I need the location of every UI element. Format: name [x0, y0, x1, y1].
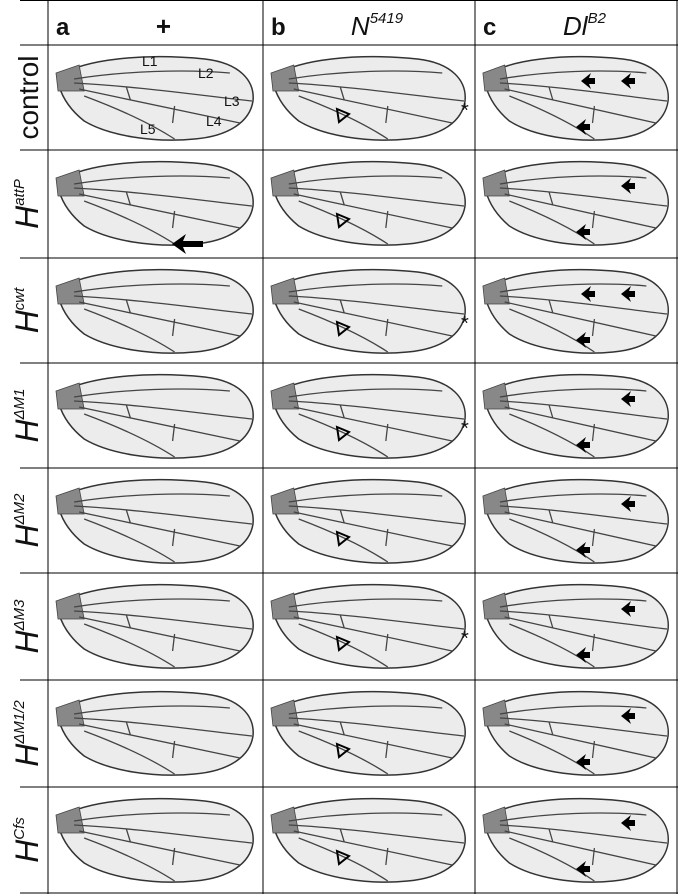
arrow [621, 178, 635, 194]
row-genotype: H [9, 630, 45, 654]
arrow [621, 815, 635, 831]
row-superscript: attP [11, 179, 28, 206]
row-genotype: H [9, 205, 45, 229]
row-label: HΔM1 [9, 388, 45, 442]
asterisk: * [461, 100, 469, 122]
triangle-marker [335, 425, 351, 442]
vein-label: L5 [140, 121, 156, 137]
vein-label: L4 [206, 113, 222, 129]
triangle-marker [335, 320, 351, 337]
arrow [576, 437, 590, 453]
row-label: Hcwt [9, 287, 45, 333]
vein-label: L3 [224, 93, 240, 109]
arrow [581, 286, 595, 302]
row-label: HattP [9, 179, 45, 229]
arrow [576, 861, 590, 877]
row-genotype: H [9, 419, 45, 443]
column-genotype: DlB2 [563, 10, 607, 41]
triangle-marker [335, 530, 351, 547]
genotype-name: Dl [563, 11, 589, 41]
row-genotype: H [9, 743, 45, 767]
arrow [621, 391, 635, 407]
panels: a + b N5419 c DlB2controlHattPHcwtHΔM1HΔM2HΔM… [9, 10, 670, 883]
row-genotype: H [9, 309, 45, 333]
triangle-marker [335, 635, 351, 652]
grid-lines [20, 0, 678, 894]
row-superscript: cwt [11, 287, 28, 310]
asterisk: * [461, 313, 469, 335]
arrow [621, 286, 635, 302]
row-superscript: ΔM2 [11, 493, 28, 526]
panel-letter: c [483, 14, 496, 41]
genotype-name: + [156, 11, 171, 41]
row-genotype: H [9, 839, 45, 863]
asterisk: * [461, 418, 469, 440]
vein-label: L2 [198, 65, 214, 81]
row-label: HΔM3 [9, 599, 45, 654]
column-genotype: + [156, 11, 171, 41]
panel-letter: a [56, 14, 70, 41]
genotype-superscript: B2 [588, 10, 607, 27]
row-label: HΔM2 [9, 493, 45, 548]
asterisk: * [461, 628, 469, 650]
arrow [621, 708, 635, 724]
row-label: HCfs [9, 817, 45, 863]
genotype-superscript: 5419 [370, 10, 404, 27]
arrow [576, 332, 590, 348]
row-superscript: ΔM1/2 [11, 700, 28, 745]
row-genotype: control [13, 55, 44, 139]
arrow [621, 73, 635, 89]
column-genotype: N5419 [351, 10, 404, 41]
arrow [621, 601, 635, 617]
arrow [621, 496, 635, 512]
arrow [576, 542, 590, 558]
triangle-marker [335, 849, 351, 866]
row-label: control [13, 55, 44, 139]
triangle-marker [335, 212, 351, 229]
arrow [576, 647, 590, 663]
vein-label: L1 [142, 53, 158, 69]
row-superscript: Cfs [11, 817, 28, 840]
arrow [576, 754, 590, 770]
triangle-marker [335, 742, 351, 759]
row-superscript: ΔM3 [11, 599, 28, 632]
panel-letter: b [271, 14, 286, 41]
arrow [576, 119, 590, 135]
row-label: HΔM1/2 [9, 700, 45, 767]
row-superscript: ΔM1 [11, 388, 28, 420]
genotype-name: N [351, 11, 370, 41]
arrow [576, 224, 590, 240]
row-genotype: H [9, 524, 45, 548]
big-arrow [172, 234, 203, 254]
triangle-marker [335, 107, 351, 124]
arrow [581, 73, 595, 89]
